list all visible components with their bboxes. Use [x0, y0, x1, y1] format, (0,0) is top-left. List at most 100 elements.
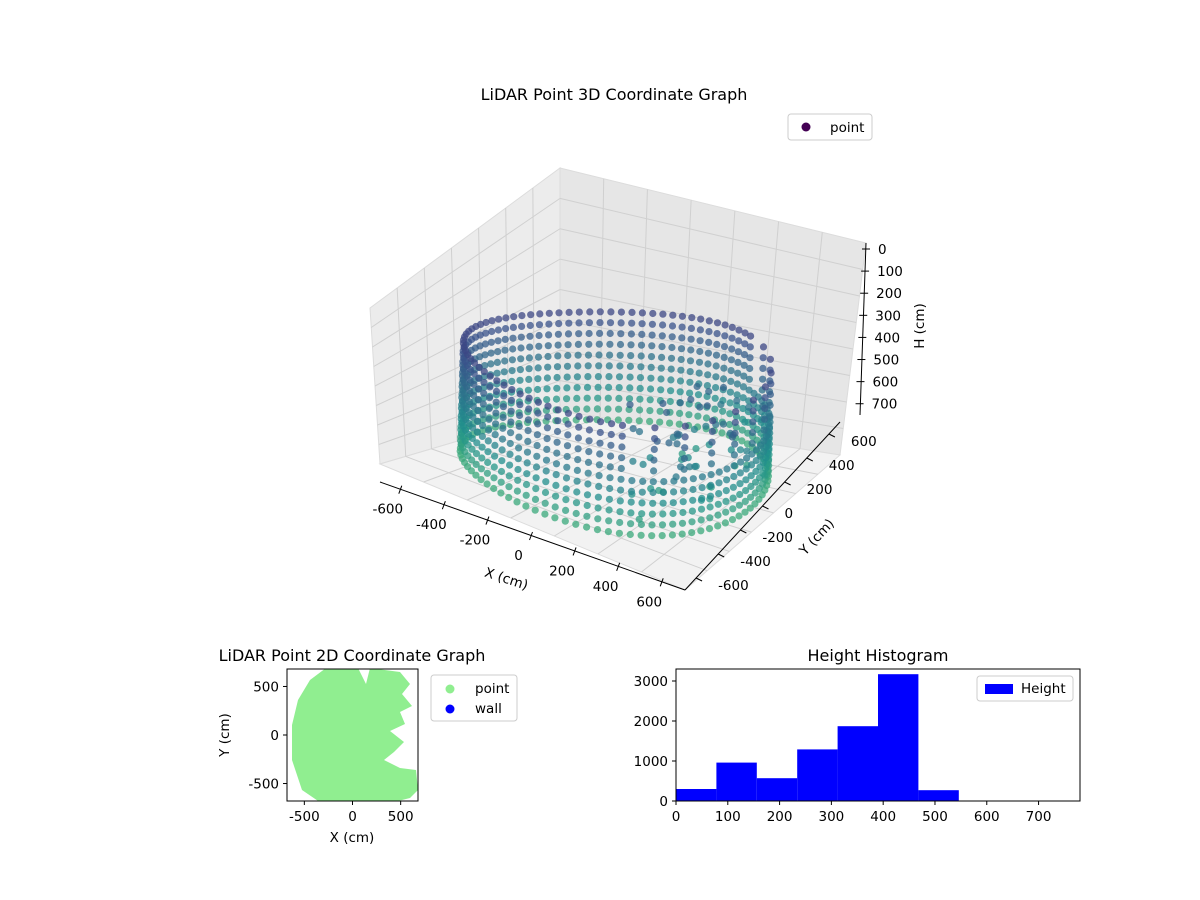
point-3d [747, 493, 755, 501]
point-3d [626, 373, 634, 381]
point-3d [731, 440, 739, 448]
point-3d [502, 325, 510, 333]
point-3d [703, 382, 712, 390]
point-3d [648, 331, 656, 339]
point-3d [737, 458, 745, 466]
point-3d [712, 362, 720, 370]
point-3d [497, 467, 506, 476]
point-3d [475, 374, 483, 382]
point-3d [618, 421, 627, 429]
point-3d [723, 476, 731, 484]
point-3d [606, 329, 614, 338]
point-3d [498, 457, 506, 465]
point-3d [749, 407, 757, 415]
point-3d [461, 426, 470, 434]
point-3d [727, 367, 735, 375]
point-3d [752, 446, 761, 454]
point-3d [605, 383, 613, 391]
point-3d [676, 377, 685, 385]
point-3d [500, 381, 508, 389]
point-3d [686, 463, 694, 471]
point-3d [659, 488, 668, 496]
point-3d [714, 500, 722, 508]
point-3d [736, 469, 744, 477]
point-3d [628, 308, 636, 316]
z-tick-label-3d: 200 [876, 286, 902, 302]
point-3d [574, 456, 582, 464]
point-3d [583, 523, 591, 531]
point-3d [719, 383, 728, 392]
point-3d [532, 463, 541, 471]
point-3d [650, 445, 658, 453]
y-tick-label-3d: 0 [785, 506, 794, 522]
point-3d [526, 332, 534, 340]
point-3d [648, 510, 657, 518]
point-3d [617, 464, 625, 473]
point-3d [761, 404, 769, 413]
point-3d [650, 456, 658, 464]
point-3d [473, 428, 481, 436]
point-3d [564, 409, 573, 417]
point-3d [486, 383, 494, 391]
point-3d [502, 314, 510, 322]
point-3d [759, 343, 768, 351]
point-3d [572, 509, 580, 518]
point-3d [679, 487, 688, 495]
point-3d [498, 446, 506, 454]
point-3d [690, 425, 699, 433]
point-3d [705, 328, 713, 336]
point-3d [715, 479, 723, 487]
point-3d [618, 454, 626, 462]
point-3d [626, 362, 635, 370]
point-3d [646, 396, 654, 404]
z-tick-label-3d: 600 [872, 375, 898, 391]
point-3d [681, 422, 690, 430]
point-3d [554, 330, 563, 338]
point-3d [752, 457, 760, 465]
point-3d [478, 443, 486, 451]
point-3d [463, 383, 471, 391]
point-3d [492, 387, 501, 395]
point-3d [649, 309, 657, 318]
chart-3d-title: LiDAR Point 3D Coordinate Graph [481, 85, 748, 104]
point-3d [638, 488, 646, 496]
point-3d [479, 411, 487, 419]
x-ticks-3d: -600 -400 -200 0 200 400 600 [372, 485, 664, 610]
point-3d [562, 506, 570, 514]
point-3d [572, 520, 580, 528]
point-3d [615, 394, 623, 402]
point-3d [513, 498, 521, 506]
x-tick-mark [485, 516, 490, 525]
point-3d [685, 411, 693, 419]
point-3d [593, 526, 602, 534]
point-3d [720, 364, 728, 372]
point-3d [636, 384, 644, 392]
point-3d [746, 343, 754, 351]
point-3d [518, 312, 526, 320]
legend-2d-label-point: point [475, 681, 509, 697]
point-3d [616, 362, 624, 370]
point-3d [680, 465, 688, 473]
point-3d [705, 317, 713, 325]
point-3d [544, 342, 552, 350]
point-3d [605, 506, 613, 514]
point-3d [656, 418, 664, 426]
point-3d [594, 373, 603, 381]
point-3d [615, 384, 623, 392]
point-3d [479, 400, 487, 408]
x-axis-line [379, 481, 686, 591]
point-3d [583, 512, 591, 520]
point-3d [573, 394, 581, 402]
points-3d [456, 308, 775, 540]
point-3d [678, 323, 686, 331]
point-3d [648, 320, 657, 328]
point-3d [726, 410, 734, 418]
point-3d [695, 358, 704, 366]
point-3d [713, 319, 722, 327]
point-3d [697, 516, 705, 524]
x-tick-label-2d: 500 [388, 809, 414, 825]
point-3d [660, 478, 668, 486]
point-3d [696, 337, 704, 345]
point-3d [679, 508, 687, 517]
point-3d [740, 351, 749, 359]
